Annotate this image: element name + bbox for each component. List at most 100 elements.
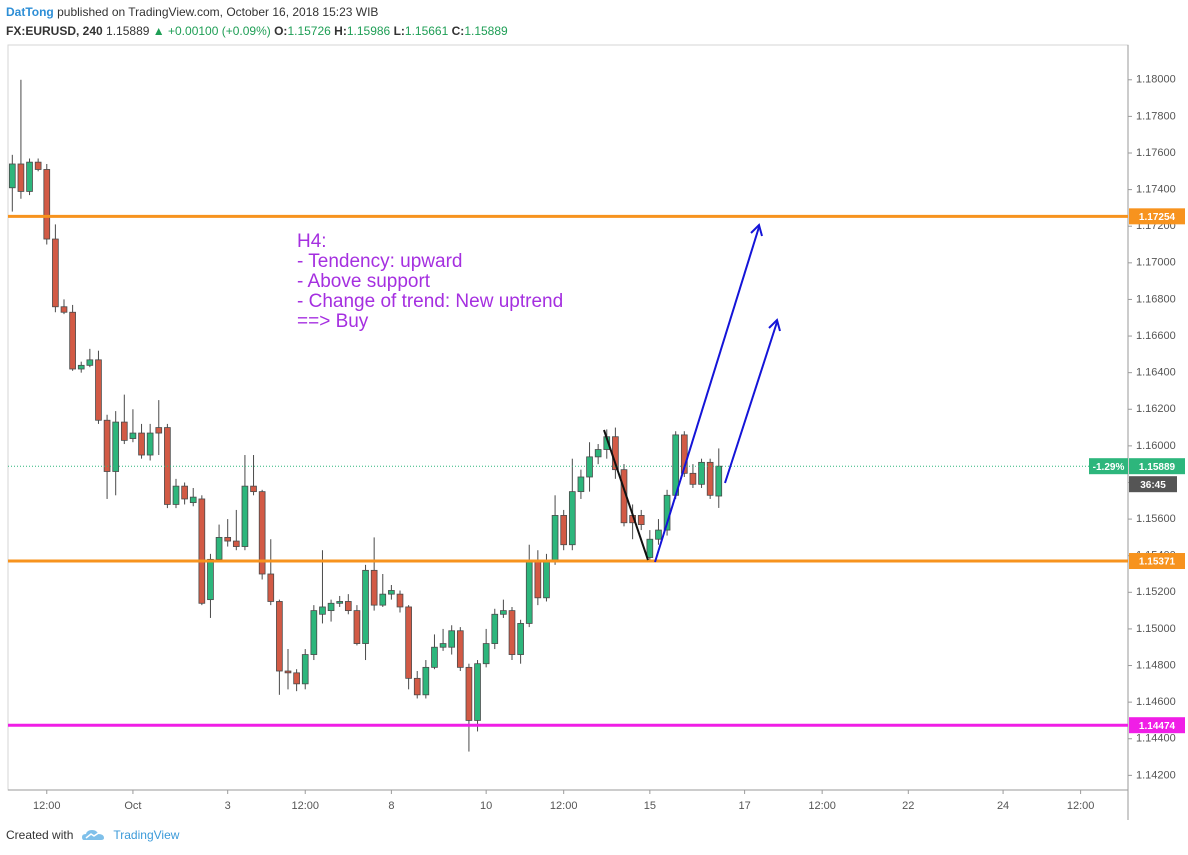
x-tick-label: 12:00 [550,800,578,812]
author: DatTong [6,5,54,19]
annotation-line: - Change of trend: New uptrend [297,291,563,312]
trend-line [603,429,649,561]
candle-body [568,491,576,546]
x-tick-label: 12:00 [291,800,319,812]
candle-body [112,421,120,472]
candle-body [86,359,94,366]
candle-body [103,419,111,472]
candle-body [353,610,361,644]
candle-body [362,569,369,644]
level-label: 1.15371 [1139,557,1176,568]
candle-body [319,606,326,615]
x-tick-label: 12:00 [808,800,836,812]
candle-body [594,449,602,458]
y-tick-label: 1.14600 [1136,696,1176,708]
candle-body [680,434,688,474]
countdown: 36:45 [1140,480,1166,491]
change-box [1089,458,1128,475]
candle-body [422,666,430,696]
y-tick-label: 1.15000 [1136,623,1176,635]
candle-body [396,593,404,608]
candle-body [17,163,25,192]
candle-body [715,465,723,497]
candle-body [172,485,180,505]
candle-body [52,238,59,308]
candle-body [327,602,335,612]
last-price-label: 1.15889 [1139,462,1176,473]
last: 1.15889 [106,24,150,38]
l-label: L: [393,24,405,38]
candle-body [336,601,344,604]
candle-body [706,461,714,496]
y-tick-label: 1.17600 [1136,147,1176,159]
header: DatTong published on TradingView.com, Oc… [6,3,508,41]
candle-body [577,476,585,493]
candle-body [370,569,378,606]
y-tick-label: 1.16600 [1136,330,1176,342]
y-tick-label: 1.16000 [1136,440,1176,452]
candle-body [439,643,447,648]
candle-body [207,558,214,601]
y-tick-label: 1.17400 [1136,184,1176,196]
logo [82,830,105,840]
publish-line: DatTong published on TradingView.com, Oc… [6,3,508,22]
candle-body [379,593,387,606]
annotation-line: - Tendency: upward [297,251,462,272]
candle-body [405,606,412,679]
candle-body [525,560,533,624]
level-label-box [1129,553,1185,570]
created: Created with [6,828,74,842]
candle-body [26,161,33,192]
arrow-up [724,321,778,484]
candle-body [388,590,395,595]
candle-body [241,485,249,547]
candle-body [508,610,516,655]
change-text: +0.00100 (+0.09%) [168,24,271,38]
y-tick-label: 1.15200 [1136,586,1176,598]
y-tick-label: 1.15600 [1136,513,1176,525]
candle-body [43,169,51,240]
candle-body [482,643,490,665]
y-tick-label: 1.16800 [1136,293,1176,305]
candle-body [276,601,283,672]
x-tick-label: 10 [480,800,492,812]
x-tick-label: 3 [225,800,231,812]
change-label: -1.29% [1093,462,1125,473]
o-value: 1.15726 [287,24,331,38]
candle-body [637,515,645,525]
candle-body [232,540,240,547]
candle-body [215,536,223,560]
y-tick-label: 1.14200 [1136,769,1176,781]
candle-body [8,163,16,189]
arrow-up [654,226,760,563]
candle-body [258,491,266,575]
candle-body [181,485,188,500]
quote-line: FX:EURUSD, 240 1.15889 ▲ +0.00100 (+0.09… [6,22,508,41]
candle-body [655,529,662,540]
annotation: H4:- Tendency: upward- Above support- Ch… [297,231,563,332]
last-price-box [1129,458,1185,475]
h-label: H: [334,24,347,38]
candle-body [284,670,292,674]
candle-body [698,461,705,485]
x-tick-label: 12:00 [33,800,61,812]
candle-body [465,666,473,721]
candle-body [431,646,438,668]
candle-body [224,536,232,542]
o-label: O: [274,24,288,38]
symbol: FX:EURUSD, 240 [6,24,103,38]
candle-body [543,560,550,599]
h-value: 1.15986 [346,24,391,38]
c-value: 1.15889 [464,24,508,38]
candle-body [146,432,154,456]
level-label-box [1129,717,1185,734]
candle-body [301,654,309,685]
x-tick-label: 24 [997,800,1009,812]
y-tick-label: 1.14400 [1136,733,1176,745]
candle-body [189,496,197,504]
candle-body [120,421,128,441]
y-tick-label: 1.14800 [1136,659,1176,671]
annotation-line: H4: [297,231,327,252]
y-tick-label: 1.16200 [1136,403,1176,415]
